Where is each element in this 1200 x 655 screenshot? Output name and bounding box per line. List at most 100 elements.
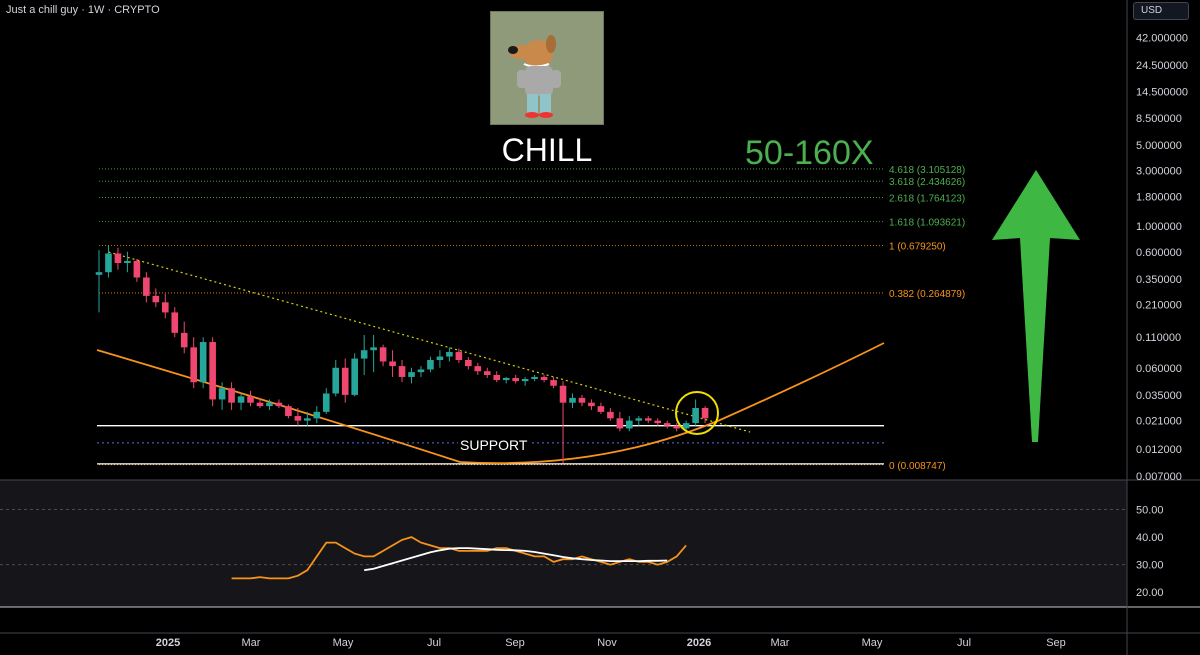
price-tick-label: 42.000000 [1136,33,1188,45]
time-tick-label: May [862,637,883,649]
candle-body [218,388,226,400]
candle-body [692,407,699,424]
candle-body [341,367,349,395]
price-tick-label: 0.110000 [1136,332,1181,344]
currency-selector[interactable]: USD [1133,2,1189,20]
candle-body [370,347,377,351]
candle-body [105,253,112,273]
rsi-tick-label: 50.00 [1136,505,1164,517]
candle-body [161,302,169,313]
fib-level-label: 1 (0.679250) [889,242,946,253]
candle-body [512,377,519,382]
candle-body [455,352,463,360]
candle-body [247,396,254,403]
rsi-tick-label: 40.00 [1136,532,1164,544]
price-tick-label: 1.800000 [1136,191,1182,203]
time-tick-label: Mar [771,637,790,649]
rsi-tick-label: 30.00 [1136,560,1164,572]
rsi-ma-line [364,547,668,572]
time-tick-label: Sep [505,637,525,649]
candle-body [483,371,491,375]
rounded-bottom-curve [96,342,885,464]
price-tick-label: 0.035000 [1136,390,1182,402]
time-tick-label: Jul [427,637,441,649]
candle-body [540,376,548,381]
price-tick-label: 0.007000 [1136,471,1182,483]
fib-level-label: 0 (0.008747) [889,461,946,472]
price-tick-label: 0.350000 [1136,274,1182,286]
candle-body [95,272,103,275]
candle-body [682,423,690,429]
candle-body [322,393,330,412]
time-tick-label: Sep [1046,637,1066,649]
time-tick-label: Nov [597,637,617,649]
candle-body [398,366,406,377]
candle-body [152,295,160,303]
candle-body [294,416,302,421]
candle-body [701,407,709,419]
candle-body [351,358,358,395]
price-tick-label: 14.500000 [1136,86,1188,98]
candle-body [285,406,292,417]
candle-body [626,420,633,429]
chill-guy-dog-icon [508,35,561,118]
candle-body [228,388,235,403]
candle-body [607,411,614,419]
candle-body [531,376,538,380]
candle-body [190,347,197,383]
candle-body [550,380,557,386]
rsi-line [231,536,687,580]
candle-body [275,402,283,407]
candle-body [209,342,216,400]
candle-body [465,360,472,367]
time-tick-label: 2026 [687,637,711,649]
candle-body [313,411,321,419]
price-tick-label: 8.500000 [1136,113,1182,125]
candle-body [143,277,150,296]
price-tick-label: 1.000000 [1136,221,1182,233]
candle-body [474,366,482,372]
candle-body [635,418,643,421]
candle-body [521,379,529,382]
candle-body [436,356,444,360]
candle-body [654,420,662,424]
price-tick-label: 0.060000 [1136,363,1182,375]
fib-level-label: 0.382 (0.264879) [889,289,965,300]
candle-body [597,406,605,412]
price-tick-label: 0.021000 [1136,416,1182,428]
candle-body [199,342,207,383]
candle-body [389,361,396,367]
rsi-panel-bg [0,480,1127,607]
breakout-highlight-circle [675,391,719,435]
time-tick-label: 2025 [156,637,180,649]
candle-body [332,367,340,394]
time-tick-label: Jul [957,637,971,649]
candle-body [379,347,387,362]
time-tick-label: Mar [242,637,261,649]
candle-body [569,397,576,403]
candle-body [578,397,586,403]
candle-body [502,377,510,381]
price-tick-label: 24.500000 [1136,60,1188,72]
fib-level-label: 1.618 (1.093621) [889,218,965,229]
candle-body [360,350,368,359]
candle-body [588,402,595,407]
price-tick-label: 0.210000 [1136,300,1182,312]
fib-level-label: 3.618 (2.434626) [889,177,965,188]
candle-body [133,260,141,278]
candle-body [408,372,415,377]
price-tick-label: 0.012000 [1136,444,1182,456]
candle-body [417,369,425,373]
fib-level-label: 4.618 (3.105128) [889,165,965,176]
up-arrow-icon [992,170,1080,442]
candle-body [304,418,311,421]
fib-level-label: 2.618 (1.764123) [889,193,965,204]
candle-body [256,402,264,407]
support-label: SUPPORT [458,437,530,453]
descending-trendline [108,251,751,433]
price-tick-label: 3.000000 [1136,166,1182,178]
candle-body [124,260,131,264]
candle-body [616,418,624,429]
chill-guy-logo [490,11,604,125]
